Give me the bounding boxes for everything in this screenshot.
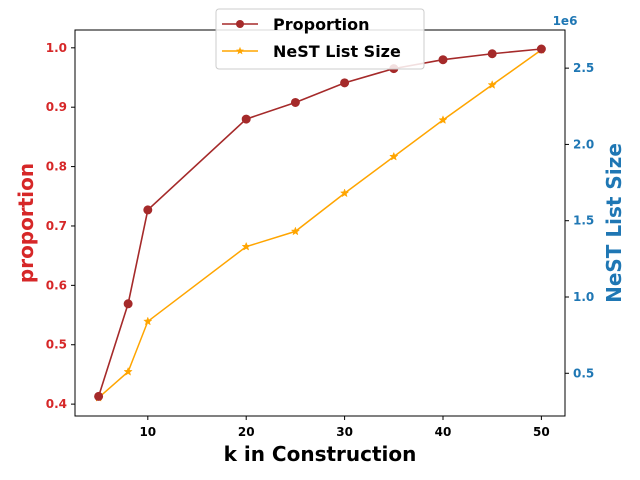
data-point-nest-list-size: [143, 316, 153, 326]
legend-marker-nest-list-size: [236, 46, 244, 55]
data-point-nest-list-size: [438, 115, 448, 124]
data-point-proportion: [487, 49, 497, 59]
data-point-proportion: [340, 78, 350, 88]
x-tick-label: 20: [238, 425, 255, 439]
data-point-nest-list-size: [339, 188, 350, 198]
y-left-tick-label: 0.6: [46, 278, 67, 292]
y-left-tick-label: 0.5: [46, 338, 67, 352]
data-point-nest-list-size: [123, 366, 133, 376]
y-right-tick-label: 1.0: [573, 290, 594, 304]
x-tick-label: 10: [139, 425, 156, 439]
data-point-nest-list-size: [290, 226, 301, 236]
data-point-nest-list-size: [487, 80, 497, 89]
legend-label-nest-list-size: NeST List Size: [273, 42, 401, 61]
plot-frame: [74, 29, 566, 417]
x-tick-label: 50: [533, 425, 550, 439]
legend-marker-proportion: [236, 20, 244, 28]
data-point-proportion: [94, 391, 104, 401]
y-right-tick-label: 0.5: [573, 366, 594, 380]
data-point-proportion: [241, 114, 251, 124]
y-left-tick-label: 0.7: [46, 219, 67, 233]
data-point-proportion: [123, 299, 133, 309]
legend-label-proportion: Proportion: [273, 15, 369, 34]
data-point-nest-list-size: [389, 151, 399, 161]
y-right-tick-label: 2.5: [573, 61, 594, 75]
y-left-tick-label: 0.4: [46, 397, 67, 411]
series-line-proportion: [97, 48, 542, 397]
series-line-nest-list-size: [98, 49, 542, 399]
y-right-axis-label: NeST List Size: [602, 143, 626, 303]
data-point-proportion: [536, 44, 546, 54]
x-axis-label: k in Construction: [224, 442, 417, 466]
x-tick-label: 30: [336, 425, 353, 439]
y-right-tick-label: 2.0: [573, 137, 594, 151]
plot-layer: [93, 44, 547, 402]
axes-layer: 10 20 30 40 50 0.4 0.5 0.6 0.7 0.8 0.9 1.0 0.5 1.0 1.5…: [46, 29, 594, 439]
y-right-tick-label: 1.5: [573, 214, 594, 228]
data-point-proportion: [438, 55, 448, 65]
legend-box: [215, 8, 425, 70]
x-tick-label: 40: [435, 425, 452, 439]
data-point-proportion: [143, 205, 153, 215]
legend: Proportion NeST List Size: [215, 8, 425, 70]
y-left-axis-label: proportion: [14, 163, 38, 283]
right-axis-multiplier: 1e6: [553, 14, 578, 28]
y-left-tick-label: 0.9: [46, 100, 67, 114]
data-point-proportion: [290, 97, 300, 107]
y-left-tick-label: 1.0: [46, 41, 67, 55]
y-left-tick-label: 0.8: [46, 160, 67, 174]
data-point-nest-list-size: [241, 241, 251, 251]
